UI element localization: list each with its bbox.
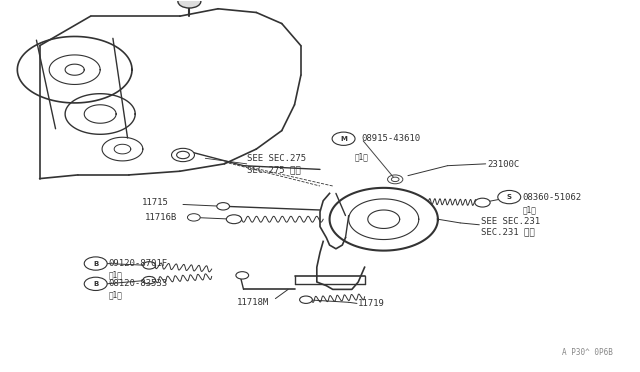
Text: （1）: （1）: [355, 153, 369, 162]
Text: S: S: [506, 194, 511, 200]
Text: （1）: （1）: [108, 270, 122, 279]
Circle shape: [217, 203, 230, 210]
Text: SEE SEC.275: SEE SEC.275: [246, 154, 306, 163]
Text: 11716B: 11716B: [145, 213, 177, 222]
Circle shape: [188, 214, 200, 221]
Text: 11718M: 11718M: [237, 298, 269, 307]
Text: M: M: [340, 136, 347, 142]
Text: 23100C: 23100C: [487, 160, 519, 169]
Circle shape: [475, 198, 490, 207]
Circle shape: [84, 257, 107, 270]
Text: A P30^ 0P6B: A P30^ 0P6B: [563, 348, 613, 357]
Circle shape: [172, 148, 195, 161]
Text: （1）: （1）: [108, 291, 122, 299]
Circle shape: [498, 190, 521, 204]
Text: B: B: [93, 260, 99, 266]
Text: B: B: [93, 281, 99, 287]
Circle shape: [236, 272, 248, 279]
Text: SEC.275 参照: SEC.275 参照: [246, 165, 300, 174]
Circle shape: [392, 177, 399, 182]
Text: SEC.231 参照: SEC.231 参照: [481, 228, 534, 237]
Circle shape: [332, 132, 355, 145]
Circle shape: [388, 175, 403, 184]
Circle shape: [227, 215, 242, 224]
Text: SEE SEC.231: SEE SEC.231: [481, 217, 540, 225]
Text: 08120-83533: 08120-83533: [108, 279, 168, 288]
Text: 11715: 11715: [141, 198, 168, 207]
Circle shape: [300, 296, 312, 304]
Text: 08360-51062: 08360-51062: [523, 193, 582, 202]
Circle shape: [143, 276, 156, 284]
Circle shape: [84, 277, 107, 291]
Circle shape: [178, 0, 201, 8]
Text: 11719: 11719: [358, 299, 385, 308]
Text: 09120-8701F: 09120-8701F: [108, 259, 168, 268]
Text: （1）: （1）: [523, 205, 536, 215]
Circle shape: [143, 262, 156, 269]
Circle shape: [177, 151, 189, 159]
Text: 08915-43610: 08915-43610: [362, 134, 420, 143]
